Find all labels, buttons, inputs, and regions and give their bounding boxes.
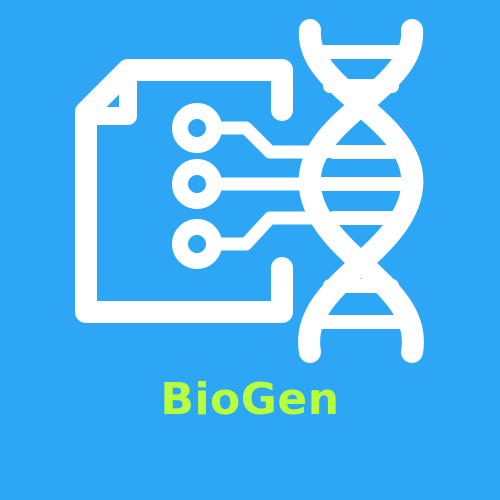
document-icon — [75, 59, 293, 323]
dna-helix-icon — [298, 19, 424, 363]
circuit-nodes-icon — [172, 103, 333, 269]
brand-name: BioGen — [160, 374, 340, 425]
